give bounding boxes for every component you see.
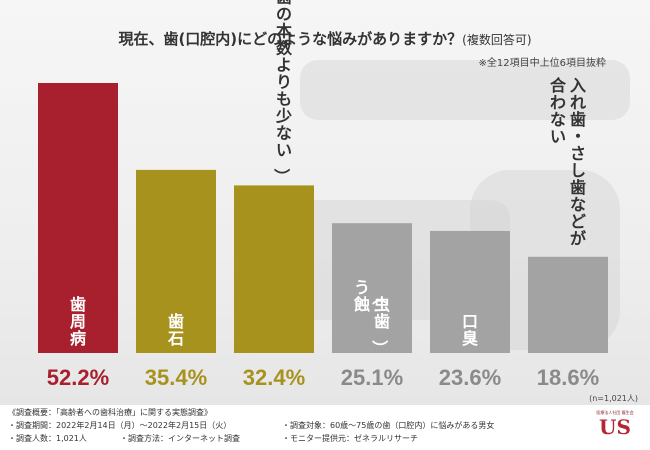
background-lamp-shape: [300, 60, 630, 120]
survey-target: ・調査対象：60歳〜75歳の歯（口腔内）に悩みがある男女: [282, 421, 495, 430]
category-label: （虫歯）: [370, 289, 390, 356]
category-label: 口臭: [462, 312, 478, 348]
category-label: （本来の歯の本数よりも少ない）: [272, 0, 293, 184]
bar-4: [332, 223, 412, 353]
value-label: 52.2%: [47, 365, 109, 390]
value-label: 18.6%: [537, 365, 599, 390]
chart-title-main: 現在、歯(口腔内)にどのような悩みがありますか？: [118, 30, 463, 48]
bar-3: [234, 185, 314, 353]
survey-overview: 《調査概要：「高齢者への歯科治療」に関する実態調査》: [8, 408, 212, 417]
chart-title-paren: (複数回答可): [462, 33, 532, 47]
survey-footer: 《調査概要：「高齢者への歯科治療」に関する実態調査》 ・調査期間：2022年2月…: [0, 405, 650, 450]
survey-method: ・調査方法：インターネット調査: [120, 434, 240, 443]
category-label: 入れ歯・さし歯などが: [570, 76, 586, 248]
category-label: 歯石: [167, 312, 184, 348]
survey-monitor: ・モニター提供元：ゼネラルリサーチ: [282, 434, 418, 443]
survey-count: ・調査人数：1,021人: [8, 434, 87, 443]
value-label: 35.4%: [145, 365, 207, 390]
chart-subnote: ※全12項目中上位6項目抜粋: [478, 58, 606, 69]
bar-5: [430, 230, 510, 353]
clinic-logo: 医療法人社団 龍生会 US: [592, 410, 638, 444]
category-label: う蝕: [353, 278, 370, 314]
value-label: 32.4%: [243, 365, 305, 390]
bar-6: [528, 256, 608, 353]
sample-size-note: (n=1,021人): [589, 394, 638, 403]
chart-title: 現在、歯(口腔内)にどのような悩みがありますか？(複数回答可): [0, 28, 650, 49]
bar-2: [136, 169, 216, 353]
value-label: 23.6%: [439, 365, 501, 390]
value-label: 25.1%: [341, 365, 403, 390]
bar-1: [38, 83, 118, 353]
bar-chart: 歯周病52.2%歯石35.4%（本来の歯の本数よりも少ない）欠損32.4%（虫歯…: [38, 0, 608, 390]
category-label: 合わない: [550, 76, 567, 146]
clinic-logo-caption: 医療法人社団 龍生会: [596, 410, 634, 415]
category-label: 歯周病: [70, 295, 86, 348]
clinic-logo-mark: US: [599, 415, 631, 439]
survey-period: ・調査期間：2022年2月14日（月）〜2022年2月15日（火）: [8, 421, 232, 430]
